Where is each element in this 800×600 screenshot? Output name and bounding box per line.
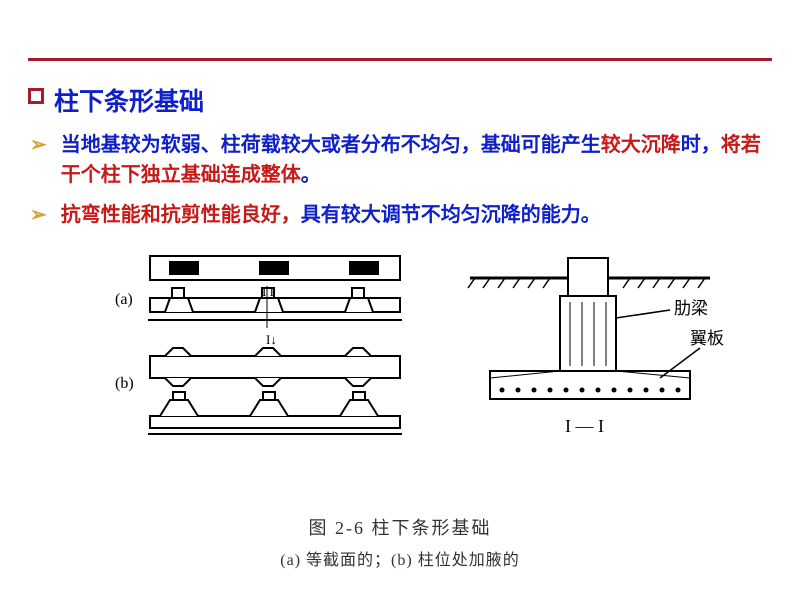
- seg: 当地基较为软弱、柱荷载较大或者分布不均匀，基础可能产生: [61, 134, 601, 156]
- figure-diagram: (a) I I I↓ (b): [70, 248, 730, 508]
- title-text: 柱下条形基础: [54, 82, 204, 118]
- arrow-bullet-icon: ➢: [30, 200, 47, 230]
- figure-caption: 图 2-6 柱下条形基础: [0, 514, 800, 540]
- figure-subcaption: (a) 等截面的；(b) 柱位处加腋的: [0, 546, 800, 570]
- label-b: (b): [115, 375, 134, 392]
- label-rib: 肋梁: [674, 299, 708, 318]
- arrow-bullet-icon: ➢: [30, 130, 47, 160]
- seg: 。: [301, 164, 321, 186]
- bullet-text-2: 抗弯性能和抗剪性能良好，具有较大调节不均匀沉降的能力。: [61, 200, 601, 230]
- bullet-row-2: ➢ 抗弯性能和抗剪性能良好，具有较大调节不均匀沉降的能力。: [28, 200, 772, 230]
- label-wing: 翼板: [690, 329, 724, 348]
- label-cut-bottom: I↓: [266, 332, 277, 347]
- content-area: 柱下条形基础 ➢ 当地基较为软弱、柱荷载较大或者分布不均匀，基础可能产生较大沉降…: [28, 82, 772, 240]
- figure-caption-area: 图 2-6 柱下条形基础 (a) 等截面的；(b) 柱位处加腋的: [0, 514, 800, 570]
- seg: 抗弯性能和抗剪性能良好，: [61, 204, 301, 226]
- seg: 时，: [681, 134, 721, 156]
- label-cut-top: I I: [262, 284, 274, 299]
- seg: 具有较大调节不均匀沉降的能力。: [301, 204, 601, 226]
- bullet-row-1: ➢ 当地基较为软弱、柱荷载较大或者分布不均匀，基础可能产生较大沉降时，将若干个柱…: [28, 130, 772, 190]
- label-section: I — I: [565, 416, 604, 436]
- bullet-text-1: 当地基较为软弱、柱荷载较大或者分布不均匀，基础可能产生较大沉降时，将若干个柱下独…: [61, 130, 772, 190]
- seg: 较大沉降: [601, 134, 681, 156]
- horizontal-separator: [28, 58, 772, 61]
- title-row: 柱下条形基础: [28, 82, 772, 118]
- label-a: (a): [115, 291, 133, 308]
- square-bullet-icon: [28, 88, 44, 104]
